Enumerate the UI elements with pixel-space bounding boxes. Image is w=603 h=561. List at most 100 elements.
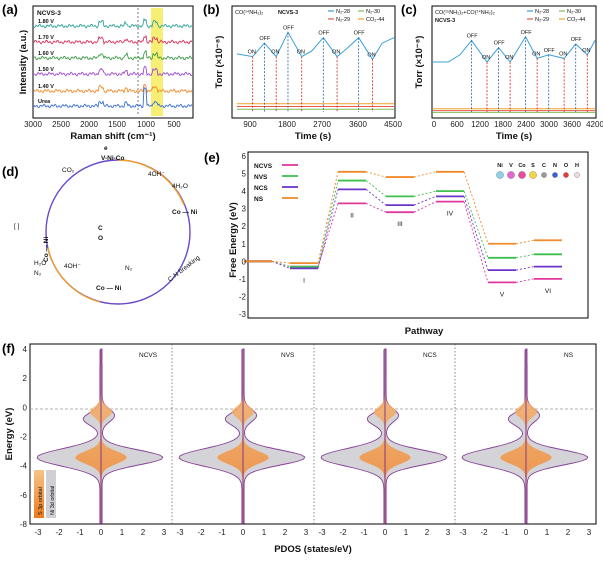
- cycle-h2o-left: H₂O: [34, 260, 46, 267]
- b-series-marker-label: ON: [271, 50, 279, 56]
- b-series-marker-label: ON: [297, 50, 305, 56]
- panel-f: (f) NCVS NVS NCS NS 420-2-4-6-8 -3 -2 -1 0 1 2 3-…: [2, 341, 597, 555]
- xtick-f-2-4: 1: [404, 528, 409, 537]
- xtick-c-5: 3000: [540, 120, 558, 129]
- xtick-f-1-4: 1: [262, 528, 267, 537]
- panel-b: (b) CO(¹⁴NH₂)₂ NCVS-3 ONOFFONOFFONOFFONO…: [203, 2, 402, 142]
- panel-c-label: (c): [401, 2, 417, 17]
- step-label-0: I: [303, 277, 305, 284]
- atom-label-v: V: [509, 163, 513, 169]
- xtick-c-7: 4200: [586, 120, 603, 129]
- atom-label-n: N: [553, 163, 557, 169]
- raman-voltage-label-2: 1.60 V: [38, 51, 54, 57]
- panel-e-ylabel: Free Energy (eV): [228, 202, 239, 278]
- panel-b-species: CO(¹⁴NH₂)₂: [235, 9, 263, 16]
- panel-c-xlabel: Time (s): [496, 131, 532, 142]
- xtick-f-3-4: 1: [545, 528, 550, 537]
- panel-b-on-off-markers: ON OFF ON OFF ON OFF ON OFF ON: [248, 25, 376, 112]
- ytick-f-2: 0: [23, 403, 28, 412]
- panel-f-label: (f): [2, 341, 15, 356]
- xtick-f-1-3: 0: [241, 528, 246, 537]
- c-series-marker-label: OFF: [571, 37, 583, 43]
- energy-link-nvs-3: [413, 190, 437, 197]
- xtick-c-0: 0: [432, 120, 437, 129]
- xtick-f-0-0: -3: [34, 528, 42, 537]
- atom-swatch-h: [574, 172, 580, 178]
- ytick-e-3: 0: [242, 257, 247, 266]
- pdos-panel-titles: NCVS NVS NCS NS: [139, 352, 574, 359]
- cycle-arc-oh: [117, 159, 185, 206]
- step-label-4: V: [500, 291, 505, 298]
- step-label-2: III: [397, 221, 403, 228]
- legend-b-n2-28: N₂-28: [336, 9, 350, 15]
- raman-spectra: [33, 17, 193, 109]
- xtick-f-2-6: 3: [446, 528, 451, 537]
- ytick-e-1: -2: [239, 292, 247, 301]
- energy-link-nvs-5: [515, 253, 535, 259]
- panel-b-sample: NCVS-3: [278, 10, 298, 16]
- atom-swatch-s: [529, 171, 537, 179]
- legend-c-n2-30: N₂-30: [567, 9, 581, 15]
- b-series-marker-label: OFF: [283, 25, 295, 31]
- cycle-co-ni-right: Co — Ni: [172, 209, 197, 216]
- panel-c: (c) CO(¹⁵NH₂)₂+CO(¹⁴NH₂)₂ NCVS-3 OFFONOF…: [401, 2, 603, 142]
- ytick-f-3: -2: [20, 433, 28, 442]
- raman-voltage-label-5: Urea: [38, 99, 51, 105]
- ytick-e-2: -1: [239, 275, 247, 284]
- energy-link-ncvs-1: [317, 203, 339, 267]
- energy-link-ns-1: [317, 171, 339, 264]
- energy-link-ns-0: [271, 260, 291, 264]
- pdos-title-ns: NS: [564, 352, 574, 359]
- step-label-5: VI: [545, 288, 551, 295]
- energy-link-ns-4: [463, 171, 489, 244]
- xtick-b-0: 900: [243, 120, 257, 129]
- energy-link-ncs-5: [515, 266, 535, 271]
- c-series-marker-label: ON: [532, 51, 540, 57]
- atom-swatch-v: [507, 171, 515, 179]
- panel-c-frame: [431, 5, 597, 119]
- legend-e-ncs: NCS: [254, 185, 268, 192]
- legend-c-n2-29: N₂-29: [535, 17, 549, 23]
- cycle-n2-left: N₂: [34, 270, 42, 277]
- cycle-oxygen: O: [98, 235, 103, 242]
- panel-b-frame: [231, 5, 396, 119]
- raman-voltage-label-0: 1.80 V: [38, 19, 54, 25]
- panel-c-ylabel: Torr (×10⁻⁸): [414, 36, 425, 89]
- c-series-marker-label: ON: [482, 55, 490, 61]
- b-series-marker-label: ON: [332, 50, 340, 56]
- c-series-marker-label: OFF: [544, 48, 556, 54]
- xtick-f-1-1: -2: [197, 528, 205, 537]
- b-series-marker-label: OFF: [318, 31, 330, 37]
- energy-link-nvs-1: [317, 180, 339, 267]
- energy-link-ns-2: [365, 171, 387, 178]
- xtick-f-0-5: 2: [141, 528, 146, 537]
- pdos-ni3d-nvs: [178, 348, 306, 525]
- xtick-f-1-0: -3: [176, 528, 184, 537]
- energy-link-ncs-4: [463, 196, 489, 271]
- energy-link-nvs-2: [365, 180, 387, 197]
- panel-e-yticks: -3 -2 -1 0 1 2 3 4 5 6: [239, 152, 247, 319]
- energy-link-ncvs-2: [365, 202, 387, 213]
- ytick-f-0: 4: [23, 345, 28, 354]
- pdos-title-ncs: NCS: [423, 352, 437, 359]
- cycle-h2o-1: 4H₂O: [172, 183, 188, 190]
- panel-a-ylabel: Intensity (a.u.): [18, 30, 29, 94]
- panel-c-series: [433, 35, 596, 113]
- xtick-b-2: 2700: [313, 120, 331, 129]
- legend-ni3d-swatch: [46, 470, 56, 518]
- raman-spectrum-2: [33, 49, 193, 61]
- xtick-f-2-5: 2: [425, 528, 430, 537]
- c-series-line-0: [433, 35, 596, 63]
- panel-e-legend: NCVS NVS NCS NS: [254, 163, 298, 203]
- xtick-f-1-2: -1: [218, 528, 226, 537]
- cycle-bracket: [ ]: [14, 223, 20, 230]
- energy-link-nvs-4: [463, 190, 489, 258]
- c-series-marker-label: ON: [559, 51, 567, 57]
- c-series-marker-label: ON: [505, 55, 513, 61]
- xtick-c-1: 600: [450, 120, 464, 129]
- energy-link-ncs-2: [365, 189, 387, 206]
- panel-c-xticks: 0 600 1200 1800 2400 3000 3600 4200: [432, 120, 603, 129]
- xtick-f-1-5: 2: [283, 528, 288, 537]
